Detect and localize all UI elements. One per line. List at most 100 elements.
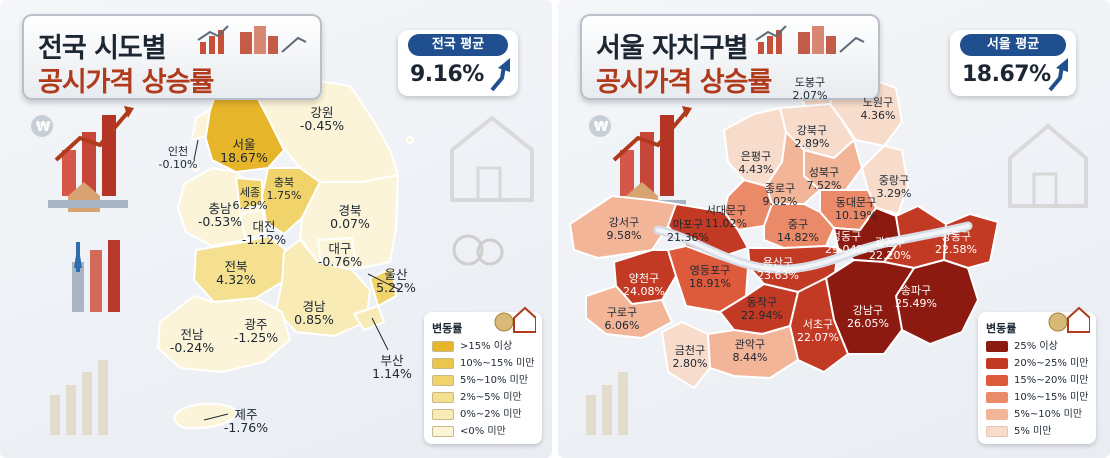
label-gyeongnam: 경남 0.85% — [294, 299, 334, 327]
label-jeonnam: 전남 -0.24% — [169, 327, 215, 355]
label-yangcheon: 양천구 24.08% — [623, 272, 665, 298]
label-guro: 구로구 6.06% — [604, 306, 640, 332]
label-mapo: 마포구 21.36% — [667, 218, 709, 244]
label-gwangju: 광주 -1.25% — [233, 317, 279, 345]
label-gangdong: 강동구 22.58% — [935, 230, 977, 256]
legend-item: 5%~10% 미만 — [986, 408, 1096, 422]
legend-seoul: 변동률 25% 이상 20%~25% 미만 15%~20% 미만 10%~15%… — [978, 306, 1096, 444]
district-seocho — [789, 277, 849, 373]
region-daejeon — [239, 209, 267, 241]
chart-buildings-icon — [197, 25, 307, 54]
legend-item: 15%~20% 미만 — [986, 374, 1096, 388]
label-gwangjin: 광진구 22.20% — [869, 236, 911, 262]
label-dongjak: 동작구 22.94% — [741, 296, 783, 322]
up-arrow-icon — [1048, 58, 1068, 92]
label-eunpyeong: 은평구 4.43% — [738, 150, 774, 176]
region-incheon — [191, 109, 211, 141]
label-gyeongbuk: 경북 0.07% — [330, 203, 370, 231]
region-jeonnam — [157, 295, 291, 373]
region-sejong — [235, 177, 263, 211]
legend-item: 5% 미만 — [986, 425, 1096, 439]
title-line-2: 공시가격 상승률 — [38, 67, 214, 98]
legend-item: 0%~2% 미만 — [432, 408, 542, 422]
average-value: 9.16% — [410, 62, 484, 87]
label-seocho: 서초구 22.07% — [797, 318, 839, 344]
legend-item: 10%~15% 미만 — [986, 391, 1096, 405]
legend-item: 10%~15% 미만 — [432, 357, 542, 371]
svg-text:₩: ₩ — [594, 120, 609, 135]
district-guro — [585, 285, 673, 339]
average-label: 전국 평균 — [408, 34, 508, 56]
label-busan: 부산 1.14% — [372, 353, 412, 381]
average-value: 18.67% — [962, 62, 1051, 87]
label-chungnam: 충남 -0.53% — [197, 201, 243, 229]
legend-item: 25% 이상 — [986, 340, 1096, 354]
legend-item: >15% 이상 — [432, 340, 542, 354]
label-nowon: 노원구 4.36% — [860, 96, 896, 122]
coin-house-icon — [494, 306, 536, 333]
district-gwanak — [707, 325, 799, 379]
label-daejeon: 대전 -1.12% — [241, 219, 287, 247]
svg-text:₩: ₩ — [36, 120, 51, 135]
legend-national: 변동률 >15% 이상 10%~15% 미만 5%~10% 미만 2%~5% 미… — [424, 306, 542, 444]
label-ulsan: 울산 5.22% — [376, 267, 416, 295]
label-gangbuk: 강북구 2.89% — [794, 124, 830, 150]
label-jungnang: 중랑구 3.29% — [876, 174, 912, 200]
seoul-average-box: 서울 평균 18.67% — [950, 30, 1076, 96]
title-line-2: 공시가격 상승률 — [596, 67, 772, 98]
korea-map: ₩ — [31, 77, 534, 435]
chart-house-icon: ₩ — [589, 106, 692, 212]
title-box: 전국 시도별 공시가격 상승률 — [22, 14, 322, 100]
label-jongno: 종로구 9.02% — [762, 182, 798, 208]
title-box: 서울 자치구별 공시가격 상승률 — [580, 14, 880, 100]
legend-item: 20%~25% 미만 — [986, 357, 1096, 371]
label-gangnam: 강남구 26.05% — [847, 304, 889, 330]
national-average-box: 전국 평균 9.16% — [398, 30, 518, 96]
average-label: 서울 평균 — [960, 34, 1066, 56]
legend-item: 2%~5% 미만 — [432, 391, 542, 405]
chart-house-icon: ₩ — [31, 106, 134, 212]
national-map-panel: ₩ — [0, 0, 552, 458]
coin-watermark-icon — [452, 234, 504, 266]
label-seodaemun: 서대문구 11.02% — [705, 204, 747, 230]
graph-watermark-icon — [586, 372, 628, 435]
legend-item: 5%~10% 미만 — [432, 374, 542, 388]
title-line-1: 서울 자치구별 — [596, 33, 748, 64]
label-gwanak: 관악구 8.44% — [732, 338, 768, 364]
up-arrow-icon — [490, 58, 510, 92]
district-gangseo — [569, 195, 677, 259]
label-chungbuk: 충북 1.75% — [266, 176, 302, 202]
chart-buildings-icon — [755, 25, 865, 54]
label-geumcheon: 금천구 2.80% — [672, 344, 708, 370]
label-daegu: 대구 -0.76% — [317, 241, 363, 269]
label-sejong: 세종 6.29% — [232, 186, 268, 212]
legend-title: 변동률 — [432, 322, 463, 335]
coin-house-icon — [1048, 306, 1090, 333]
label-gangwon: 강원 -0.45% — [299, 105, 345, 133]
region-ulsan — [369, 267, 397, 307]
label-yongsan: 용산구 23.63% — [757, 256, 799, 282]
house-watermark-icon — [450, 115, 534, 202]
label-yeongdeungpo: 영등포구 18.91% — [689, 264, 731, 290]
seoul-map-panel: ₩ — [558, 0, 1110, 458]
label-jeju: 제주 -1.76% — [223, 407, 269, 435]
legend-item: <0% 미만 — [432, 425, 542, 439]
label-seongdong: 성동구 29.04% — [825, 230, 867, 256]
region-busan — [353, 305, 385, 331]
label-jeonbuk: 전북 4.32% — [216, 259, 256, 287]
legend-title: 변동률 — [986, 322, 1017, 335]
seoul-map: ₩ — [569, 51, 1088, 435]
label-dobong: 도봉구 2.07% — [792, 76, 828, 102]
label-seongbuk: 성북구 7.52% — [806, 166, 842, 192]
label-jung: 중구 14.82% — [777, 218, 819, 244]
bars-icon — [72, 240, 120, 312]
label-gangseo: 강서구 9.58% — [606, 216, 642, 242]
title-line-1: 전국 시도별 — [38, 33, 167, 64]
label-seoul: 서울 18.67% — [220, 137, 268, 165]
graph-watermark-icon — [50, 360, 108, 435]
house-watermark-icon — [1008, 123, 1088, 208]
region-jeju — [173, 402, 238, 430]
label-incheon: 인천 -0.10% — [158, 145, 198, 171]
label-dongdaemun: 동대문구 10.19% — [835, 196, 877, 222]
label-songpa: 송파구 25.49% — [895, 284, 937, 310]
